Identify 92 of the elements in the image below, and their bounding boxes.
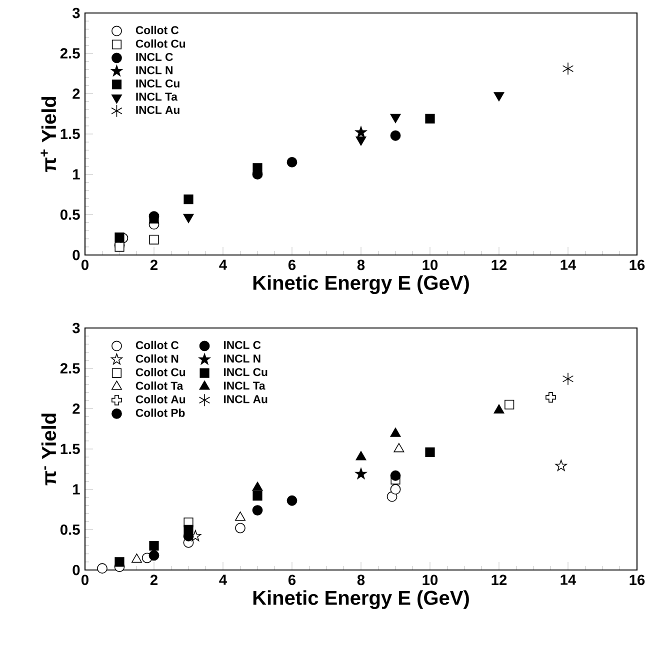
legend-label: INCL Cu [136, 79, 180, 88]
legend-label: INCL Ta [136, 92, 178, 101]
point [132, 554, 142, 563]
legend-label: Collot C [136, 340, 179, 350]
point [114, 232, 124, 242]
x-tick-label: 4 [219, 260, 228, 270]
y-tick-label: 1 [73, 169, 80, 180]
point [390, 428, 401, 437]
y-tick-label: 1.5 [61, 444, 80, 454]
y-axis-title: π$^{-}$ Yield [42, 414, 56, 486]
x-tick-label: 4 [219, 574, 228, 585]
point [149, 234, 159, 244]
legend-label: INCL Au [136, 106, 180, 114]
x-tick-label: 14 [560, 574, 576, 585]
y-tick-label: 0.5 [60, 524, 80, 535]
point [562, 372, 574, 386]
x-tick-label: 8 [358, 574, 365, 586]
point [235, 512, 246, 521]
point [504, 400, 514, 410]
point [394, 443, 404, 452]
x-tick-label: 8 [358, 260, 365, 270]
legend-label: INCL N [136, 66, 173, 74]
x-tick-label: 10 [422, 574, 438, 586]
point [390, 114, 401, 124]
y-tick-label: 2.5 [60, 48, 80, 59]
y-tick-label: 0 [72, 250, 80, 260]
point [546, 392, 556, 403]
point [149, 214, 159, 224]
point [97, 563, 108, 574]
x-axis-title: Kinetic Energy E (GeV) [254, 590, 470, 609]
y-tick-label: 3 [72, 8, 80, 18]
point [425, 114, 436, 124]
x-tick-label: 12 [492, 574, 507, 585]
point [556, 460, 568, 471]
x-tick-label: 16 [630, 260, 645, 270]
point [252, 490, 262, 501]
legend-label: Collot Cu [136, 39, 186, 48]
point [355, 468, 367, 479]
y-tick-label: 0.5 [60, 209, 80, 220]
point [356, 136, 366, 146]
y-tick-label: 3 [72, 322, 80, 334]
point [562, 62, 574, 76]
point [149, 541, 159, 551]
point [184, 194, 194, 204]
legend-label: INCL C [136, 52, 174, 61]
legend-label: INCL C [224, 341, 261, 350]
legend-label: INCL Au [224, 395, 268, 404]
y-tick-label: 2 [72, 404, 80, 414]
point [183, 214, 194, 224]
x-tick-label: 14 [560, 260, 576, 270]
point [252, 482, 263, 491]
y-tick-label: 1 [73, 484, 80, 494]
legend-label: INCL Ta [224, 382, 266, 390]
point [235, 522, 246, 534]
point [425, 447, 436, 458]
x-tick-label: 6 [288, 260, 296, 270]
legend-label: Collot Pb [136, 408, 185, 417]
legend-label: Collot Cu [136, 368, 186, 376]
y-axis-title: π$^{+}$ Yield [40, 96, 56, 172]
point [252, 163, 262, 173]
point [114, 557, 124, 567]
point [390, 130, 401, 141]
x-tick-label: 12 [492, 260, 507, 270]
x-tick-label: 6 [288, 574, 296, 586]
x-tick-label: 2 [150, 574, 158, 585]
legend-label: INCL N [224, 354, 260, 363]
legend-label: Collot Au [136, 395, 186, 404]
legend-label: Collot N [136, 354, 178, 363]
point [252, 505, 263, 516]
legend-label: Collot C [136, 26, 179, 34]
point [494, 404, 504, 414]
point [494, 92, 504, 102]
point [355, 126, 367, 138]
legend-label: Collot Ta [136, 381, 184, 390]
x-tick-label: 16 [630, 574, 645, 586]
point [356, 451, 366, 460]
y-tick-label: 2.5 [60, 363, 80, 374]
x-tick-label: 10 [422, 260, 438, 270]
point [287, 157, 298, 168]
point [149, 550, 160, 561]
y-tick-label: 1.5 [61, 128, 80, 140]
x-tick-label: 0 [82, 574, 89, 586]
x-tick-label: 2 [150, 260, 158, 270]
legend-label: INCL Cu [224, 368, 268, 376]
y-tick-label: 2 [72, 88, 80, 99]
x-axis-title: Kinetic Energy E (GeV) [254, 275, 470, 294]
point [390, 484, 401, 495]
point [390, 470, 401, 481]
point [287, 495, 298, 506]
point [184, 524, 194, 534]
x-tick-label: 0 [82, 260, 89, 270]
y-tick-label: 0 [72, 564, 80, 576]
